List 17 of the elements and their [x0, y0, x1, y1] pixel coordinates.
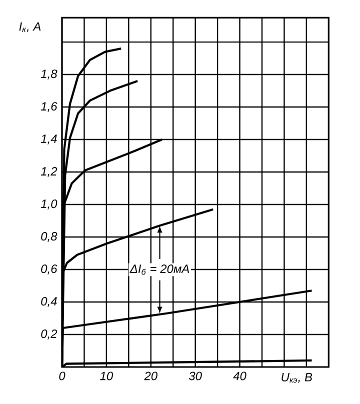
x-tick-label: 10 — [100, 372, 114, 380]
y-tick-label: 0,4 — [41, 297, 57, 307]
x-tick-label: 0 — [59, 372, 66, 380]
y-tick-label: 0,2 — [41, 330, 58, 340]
y-tick-label: 0,6 — [41, 264, 58, 274]
y-tick-label: 1,6 — [40, 102, 58, 112]
x-tick-label: 20 — [144, 372, 158, 380]
y-tick-label: 1,4 — [40, 134, 57, 144]
y-tick-label: 0,8 — [41, 232, 58, 242]
y-tick-label: 1,8 — [40, 70, 58, 80]
x-axis-title: U$_{кэ}$, В — [282, 373, 312, 383]
y-tick-label: 1,0 — [40, 200, 58, 210]
x-tick-label: 40 — [233, 372, 246, 380]
x-tick-label: 30 — [188, 372, 202, 380]
y-axis-title: I$_{к}$, A — [19, 22, 41, 32]
y-tick-label: 1,2 — [40, 167, 58, 177]
annotation: ΔI$_{б}$ = 20мА — [130, 264, 190, 275]
